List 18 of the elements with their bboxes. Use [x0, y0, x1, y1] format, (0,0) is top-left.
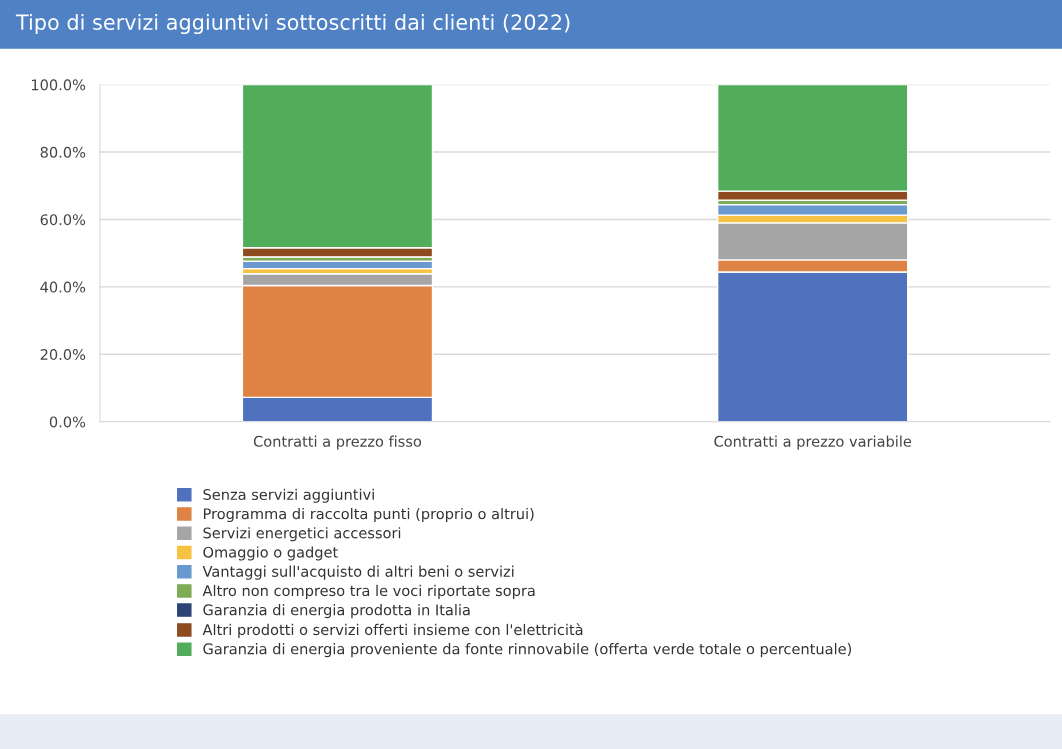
legend-label: Garanzia di energia prodotta in Italia — [203, 604, 470, 619]
legend-label: Garanzia di energia proveniente da fonte rinnovabile (offerta verde totale o percentuale) — [203, 643, 852, 658]
legend-label: Vantaggi sull'acquisto di altri beni o servizi — [202, 565, 514, 580]
legend-label: Omaggio o gadget — [203, 546, 338, 561]
y-tick-label: 0.0% — [49, 416, 86, 428]
x-tick-label: Contratti a prezzo variabile — [714, 435, 912, 450]
legend-label: Altro non compreso tra le voci riportate sopra — [202, 584, 535, 599]
legend-label: Senza servizi aggiuntivi — [203, 488, 374, 503]
y-tick-label: 40.0% — [40, 281, 86, 293]
legend-label: Altri prodotti o servizi offerti insieme con l'elettricità — [202, 623, 583, 638]
y-tick-label: 100.0% — [31, 79, 86, 91]
legend-label: Programma di raccolta punti (proprio o altrui) — [203, 507, 534, 523]
x-tick-label: Contratti a prezzo fisso — [253, 435, 422, 450]
chart-title: Tipo di servizi aggiuntivi sottoscritti dai clienti (2022) — [15, 13, 570, 35]
legend-label: Servizi energetici accessori — [203, 527, 401, 542]
y-tick-label: 20.0% — [40, 348, 86, 361]
y-tick-label: 80.0% — [40, 146, 86, 158]
y-tick-label: 60.0% — [40, 214, 86, 226]
